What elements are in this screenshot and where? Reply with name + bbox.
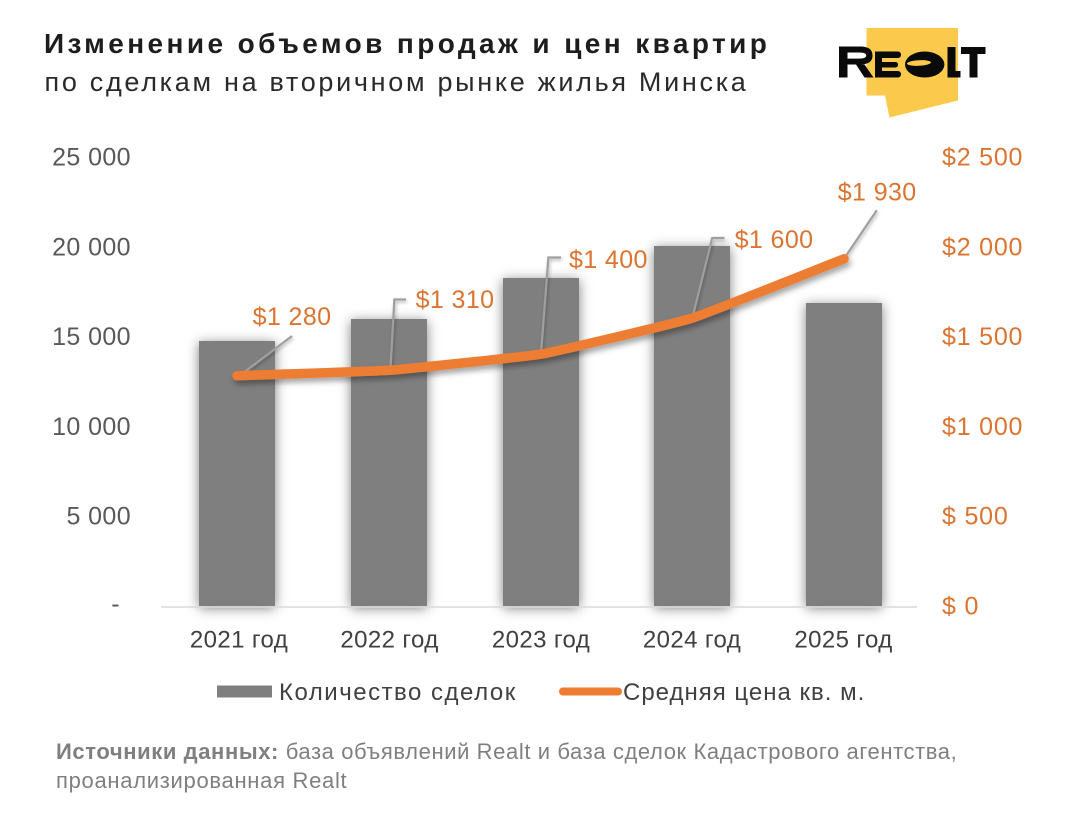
svg-text:$2 500: $2 500 — [942, 144, 1023, 172]
svg-text:$1 310: $1 310 — [416, 286, 495, 314]
svg-text:Источники данных: база объявле: Источники данных: база объявлений Realt … — [56, 739, 957, 764]
svg-text:проанализированная Realt: проанализированная Realt — [56, 768, 347, 793]
svg-text:25 000: 25 000 — [52, 144, 131, 172]
svg-text:2022 год: 2022 год — [340, 627, 438, 654]
svg-text:$ 0: $ 0 — [942, 593, 979, 621]
svg-text:5 000: 5 000 — [66, 503, 131, 531]
svg-text:2023 год: 2023 год — [492, 627, 590, 654]
svg-text:Количество сделок: Количество сделок — [279, 679, 517, 706]
svg-text:Изменение объемов продаж и цен: Изменение объемов продаж и цен квартир — [44, 28, 770, 59]
svg-text:2025 год: 2025 год — [794, 627, 892, 654]
svg-text:Средняя цена кв. м.: Средняя цена кв. м. — [623, 679, 865, 706]
svg-text:2021 год: 2021 год — [190, 627, 288, 654]
svg-text:-: - — [111, 590, 120, 618]
svg-text:$1 500: $1 500 — [942, 323, 1023, 351]
svg-text:по сделкам на вторичном рынке: по сделкам на вторичном рынке жилья Минс… — [45, 67, 749, 97]
svg-text:$2 000: $2 000 — [942, 233, 1023, 261]
svg-text:$1 280: $1 280 — [253, 303, 332, 331]
svg-text:2024 год: 2024 год — [643, 627, 741, 654]
svg-text:$1 000: $1 000 — [942, 413, 1023, 441]
svg-text:$1 400: $1 400 — [569, 246, 648, 274]
svg-text:15 000: 15 000 — [52, 323, 131, 351]
svg-text:$ 500: $ 500 — [942, 503, 1009, 531]
svg-text:$1 600: $1 600 — [735, 226, 814, 254]
svg-text:$1 930: $1 930 — [838, 179, 917, 207]
svg-text:20 000: 20 000 — [52, 233, 131, 261]
svg-text:10 000: 10 000 — [52, 413, 131, 441]
